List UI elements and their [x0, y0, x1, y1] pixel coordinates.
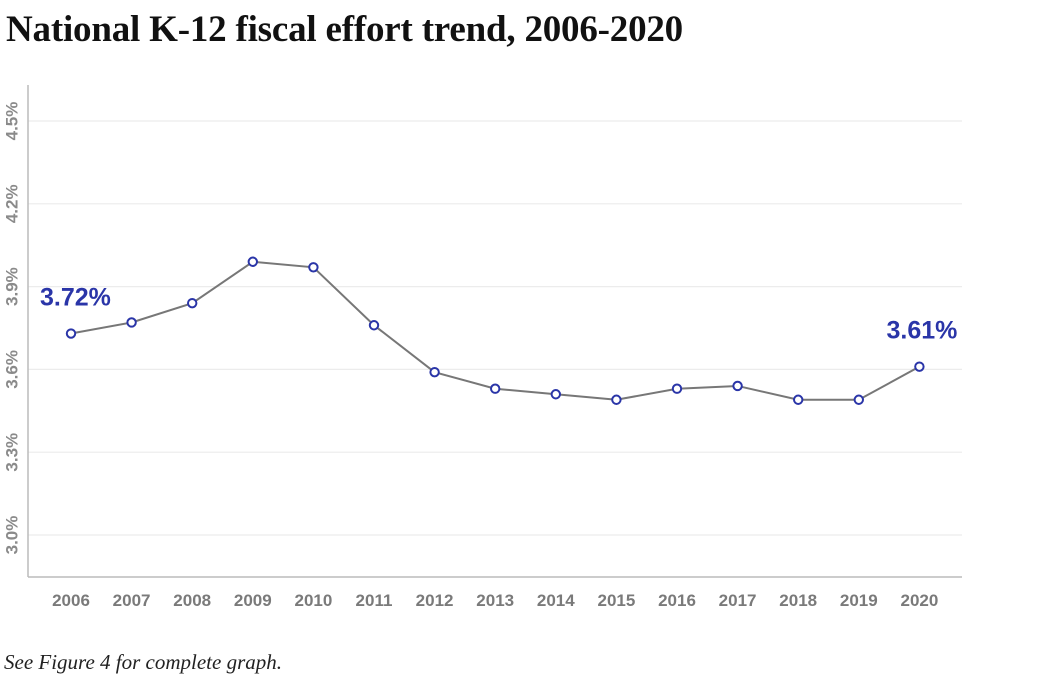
data-point	[853, 394, 864, 405]
y-tick-label: 3.9%	[2, 267, 21, 306]
x-tick-label: 2015	[597, 591, 635, 610]
footnote: See Figure 4 for complete graph.	[4, 650, 282, 674]
gridlines	[28, 120, 962, 536]
x-tick-label: 2013	[476, 591, 514, 610]
callouts: 3.72% 3.61%	[40, 284, 957, 345]
data-label: 3.61%	[887, 317, 958, 345]
y-tick-label: 4.5%	[2, 102, 21, 141]
data-point	[914, 361, 925, 372]
series-line-path	[70, 260, 920, 401]
data-point	[247, 256, 259, 267]
data-point	[490, 383, 501, 394]
x-tick-label: 2018	[779, 591, 817, 610]
data-point	[368, 320, 380, 331]
x-tick-label: 2008	[173, 591, 211, 610]
data-point	[308, 262, 319, 273]
x-tick-label: 2010	[294, 591, 332, 610]
y-tick-label: 4.2%	[2, 184, 21, 223]
x-tick-label: 2016	[658, 591, 696, 610]
data-point	[671, 383, 683, 394]
y-tick-label: 3.0%	[2, 516, 21, 555]
x-tick-label: 2011	[356, 591, 393, 610]
x-tick-label: 2017	[719, 591, 757, 610]
y-axis-ticks: 3.0% 3.3% 3.6% 3.9% 4.2% 4.5%	[2, 102, 21, 555]
y-tick-label: 3.6%	[2, 350, 21, 389]
data-label: 3.72%	[40, 284, 111, 312]
data-points	[65, 256, 925, 405]
x-tick-label: 2020	[900, 591, 938, 610]
x-tick-label: 2009	[234, 591, 272, 610]
data-point	[126, 317, 137, 328]
chart-title: National K-12 fiscal effort trend, 2006-…	[6, 9, 683, 50]
line-chart: 3.0%3.3%3.6%3.9%4.2%4.5% 2006 2007 2008 200…	[2, 85, 962, 610]
x-tick-label: 2014	[537, 591, 575, 610]
x-tick-label: 2012	[416, 591, 454, 610]
x-tick-label: 2007	[113, 591, 151, 610]
data-point	[611, 394, 622, 405]
data-point	[732, 380, 743, 392]
x-tick-label: 2006	[52, 591, 90, 610]
data-point	[65, 328, 77, 339]
x-tick-label: 2019	[840, 591, 878, 610]
data-point	[793, 394, 804, 405]
y-tick-label: 3.3%	[2, 433, 21, 472]
data-point	[429, 366, 440, 378]
axes	[27, 85, 962, 578]
x-axis-ticks: 2006 2007 2008 2009 2010 2011 2012 2013 2014 2015…	[52, 591, 938, 610]
data-point	[550, 389, 561, 400]
series-line	[70, 260, 920, 401]
data-point	[187, 297, 198, 309]
